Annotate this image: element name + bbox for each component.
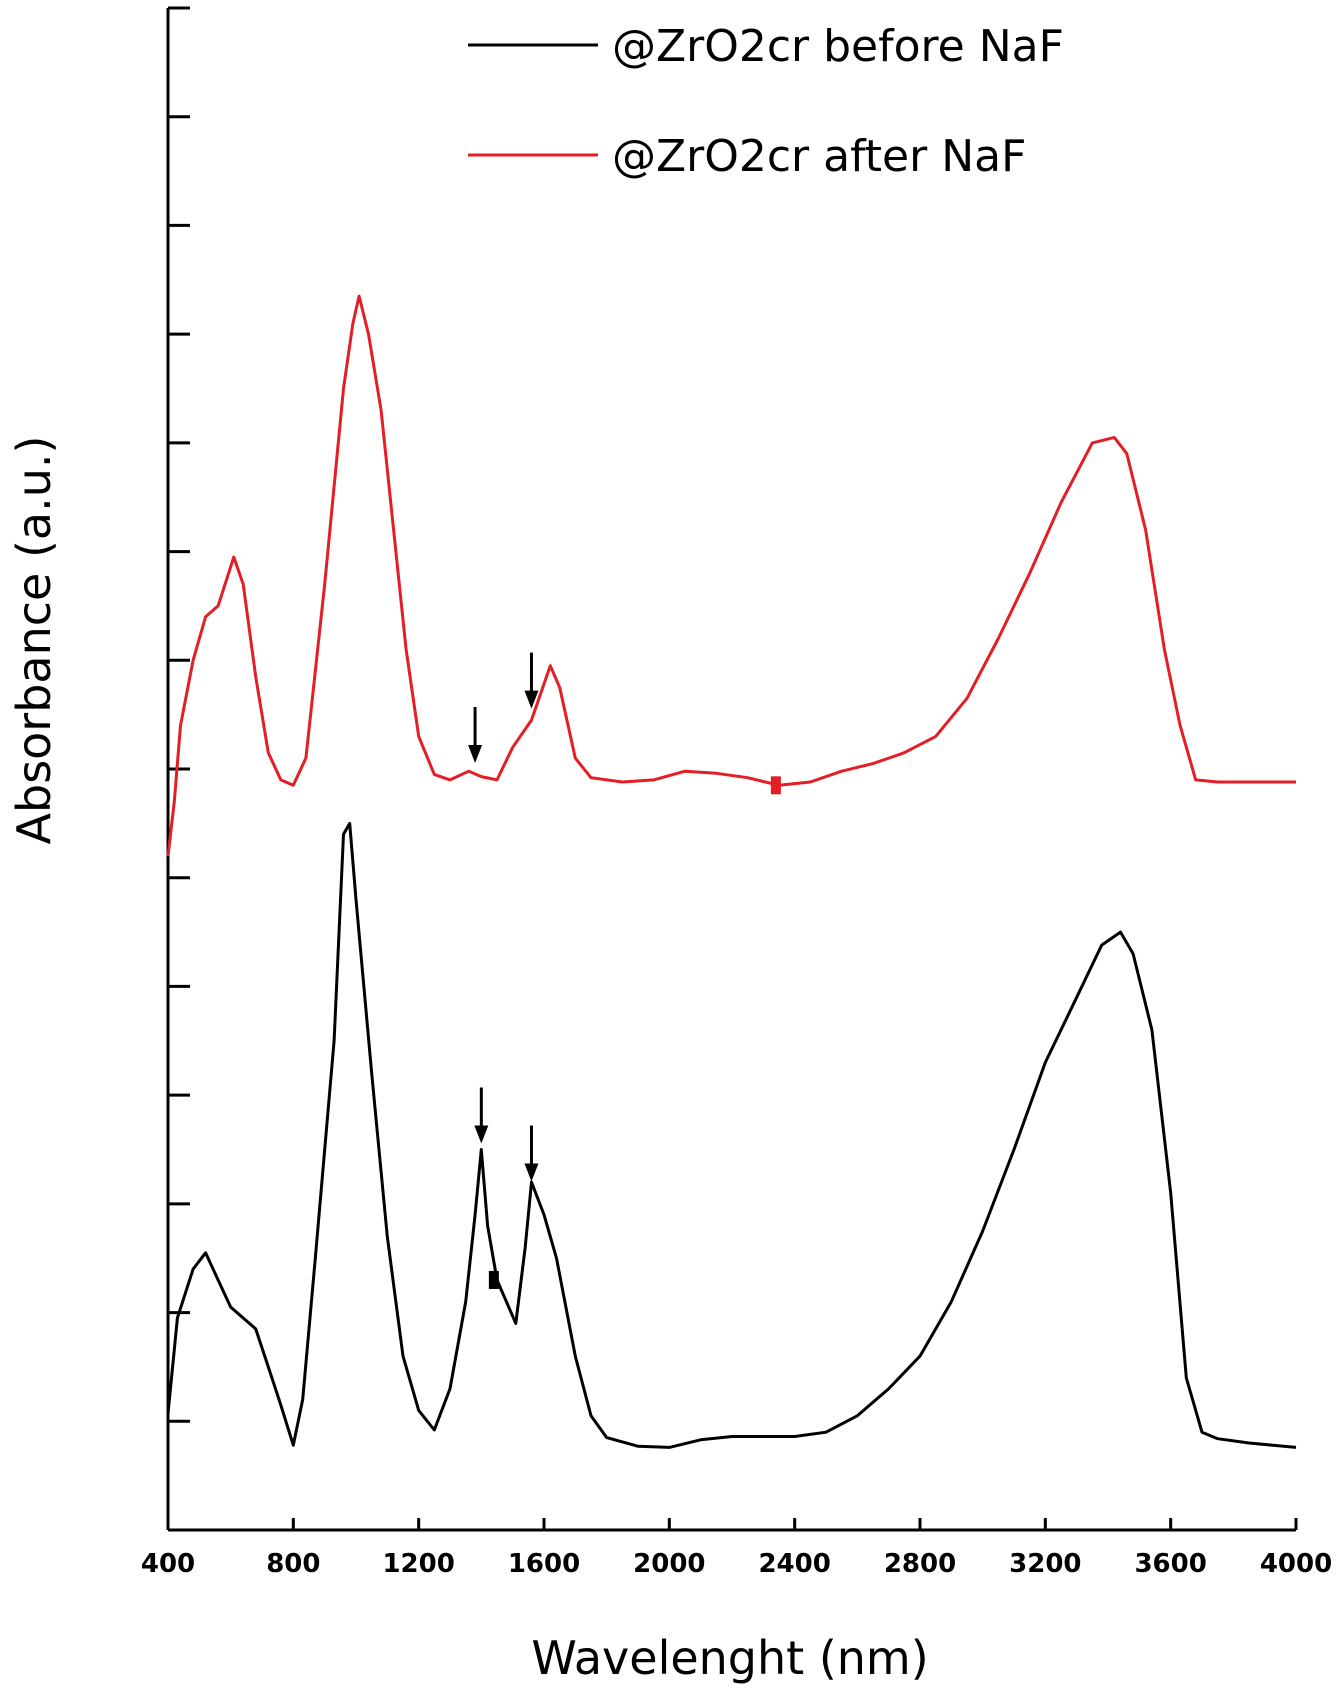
x-tick-label: 1200 (382, 1549, 454, 1579)
x-tick-label: 3200 (1009, 1549, 1081, 1579)
x-ticks: 400 800 1200 1600 2000 2400 2800 3200 3600 4000 (141, 1518, 1332, 1579)
annotation-marker (488, 1270, 499, 1289)
annotation-marker (770, 776, 781, 795)
y-ticks (168, 6, 190, 1423)
legend: @ZrO2cr before NaF @ZrO2cr after NaF (468, 21, 1064, 182)
x-tick-label: 4000 (1260, 1549, 1332, 1579)
axes (166, 8, 1296, 1532)
series-layer (166, 294, 1297, 1449)
x-tick-label: 1600 (508, 1549, 580, 1579)
x-tick-label: 2800 (884, 1549, 956, 1579)
annotation-arrow (474, 1087, 489, 1144)
legend-label: @ZrO2cr after NaF (612, 131, 1026, 182)
x-axis-title: Wavelenght (nm) (531, 1631, 928, 1685)
annotation-arrow (524, 652, 539, 709)
series-line-before-naf (166, 821, 1297, 1449)
annotation-arrow (468, 707, 483, 763)
legend-label: @ZrO2cr before NaF (612, 21, 1064, 72)
x-tick-label: 400 (141, 1549, 195, 1579)
annotation-layer (468, 652, 781, 1289)
x-tick-label: 2400 (758, 1549, 830, 1579)
x-tick-label: 800 (266, 1549, 320, 1579)
series-line-after-naf (166, 294, 1296, 857)
y-axis-title: Absorbance (a.u.) (7, 436, 61, 845)
x-tick-label: 2000 (633, 1549, 705, 1579)
annotation-arrow (524, 1125, 539, 1182)
x-tick-label: 3600 (1134, 1549, 1206, 1579)
